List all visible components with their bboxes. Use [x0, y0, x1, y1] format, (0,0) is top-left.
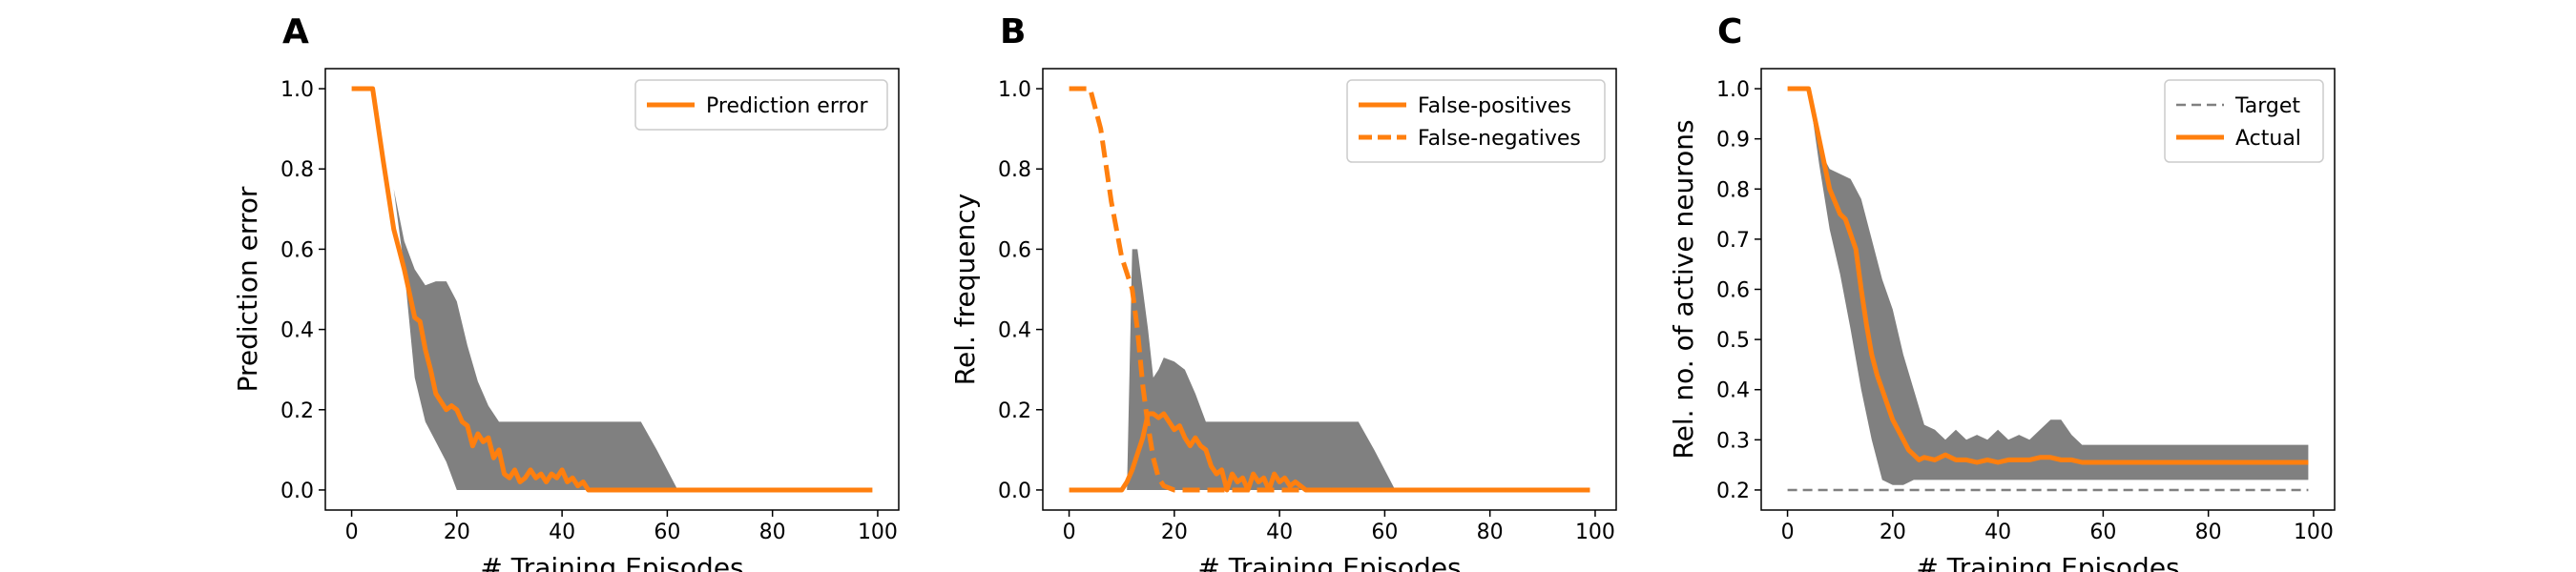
- x-axis-label: # Training Episodes: [1197, 552, 1461, 572]
- x-axis-label: # Training Episodes: [1916, 552, 2179, 572]
- x-tick-label: 80: [1477, 521, 1504, 544]
- y-tick-label: 0.6: [998, 238, 1031, 262]
- y-tick-label: 0.6: [280, 238, 314, 262]
- y-tick-label: 0.0: [998, 480, 1031, 503]
- y-tick-label: 0.2: [998, 399, 1031, 423]
- legend-entry-label: Actual: [2235, 127, 2301, 151]
- y-tick-label: 0.9: [1716, 129, 1750, 153]
- x-tick-label: 0: [1781, 521, 1795, 544]
- x-tick-label: 20: [1880, 521, 1906, 544]
- x-tick-label: 100: [2294, 521, 2334, 544]
- x-tick-label: 0: [1063, 521, 1076, 544]
- y-tick-label: 0.7: [1716, 229, 1750, 253]
- y-tick-label: 1.0: [998, 78, 1031, 102]
- plot-frame: [1042, 68, 1617, 511]
- x-tick-label: 60: [1371, 521, 1398, 544]
- variance-band: [351, 89, 878, 490]
- series-line-false-negatives: [1069, 86, 1590, 493]
- y-tick-label: 0.5: [1716, 329, 1750, 353]
- y-tick-label: 1.0: [280, 78, 314, 102]
- y-tick-label: 0.2: [280, 399, 314, 423]
- chart-panel-b: B 0 20 40 60 80 100 0.0 0.2 0.4 0.6 0.8 1.0 # Trainin…: [949, 12, 1617, 572]
- panel-label: A: [282, 12, 309, 51]
- series-line-prediction-error: [351, 86, 873, 493]
- y-tick-label: 0.4: [998, 319, 1031, 343]
- x-tick-label: 100: [858, 521, 898, 544]
- y-tick-label: 0.4: [1716, 379, 1750, 403]
- y-tick-label: 0.3: [1716, 429, 1750, 453]
- y-tick-label: 0.2: [1716, 480, 1750, 503]
- x-tick-label: 40: [549, 521, 575, 544]
- legend: False-positives False-negatives: [1346, 79, 1606, 163]
- x-tick-label: 20: [444, 521, 470, 544]
- y-tick-label: 0.4: [280, 319, 314, 343]
- legend-entry-label: Target: [2234, 94, 2300, 118]
- panel-label: C: [1717, 12, 1742, 51]
- y-tick-label: 0.8: [280, 158, 314, 182]
- chart-panel-c: C 0 20 40 60 80 100 0.2 0.3 0.4 0.5 0.6 0.7 0.8 0.9 1.0…: [1668, 12, 2336, 572]
- y-tick-label: 0.8: [1716, 178, 1750, 202]
- series-line-false-positives: [1069, 411, 1590, 493]
- y-axis-label: Rel. frequency: [949, 194, 981, 385]
- x-tick-label: 40: [1266, 521, 1293, 544]
- plot-frame: [324, 68, 900, 511]
- y-axis-label: Rel. no. of active neurons: [1668, 119, 1699, 459]
- series-line-actual: [1787, 86, 2309, 465]
- legend-box: [1346, 79, 1606, 163]
- legend: Prediction error: [634, 79, 888, 131]
- y-tick-label: 0.6: [1716, 279, 1750, 303]
- x-tick-label: 60: [654, 521, 680, 544]
- y-axis-label: Prediction error: [232, 186, 263, 392]
- legend: Target Actual: [2164, 79, 2324, 163]
- legend-entry-label: False-negatives: [1418, 127, 1581, 151]
- variance-band: [1787, 89, 2309, 485]
- panel-label: B: [1000, 12, 1026, 51]
- x-tick-label: 20: [1161, 521, 1188, 544]
- legend-box: [634, 79, 888, 131]
- x-tick-label: 60: [2089, 521, 2116, 544]
- legend-entry-label: Prediction error: [706, 94, 868, 118]
- y-tick-label: 0.0: [280, 480, 314, 503]
- x-axis-label: # Training Episodes: [480, 552, 743, 572]
- x-tick-label: 80: [2195, 521, 2222, 544]
- variance-band: [1069, 249, 1595, 490]
- y-tick-label: 0.8: [998, 158, 1031, 182]
- x-tick-label: 100: [1575, 521, 1615, 544]
- y-tick-label: 1.0: [1716, 78, 1750, 102]
- chart-panel-a: A 0 20 40 60 80 100 0.0 0.2 0.4 0.6 0.8 1.0 # Trainin…: [232, 12, 900, 572]
- legend-entry-label: False-positives: [1418, 94, 1571, 118]
- x-tick-label: 40: [1984, 521, 2011, 544]
- legend-box: [2164, 79, 2324, 163]
- x-tick-label: 80: [759, 521, 786, 544]
- x-tick-label: 0: [345, 521, 359, 544]
